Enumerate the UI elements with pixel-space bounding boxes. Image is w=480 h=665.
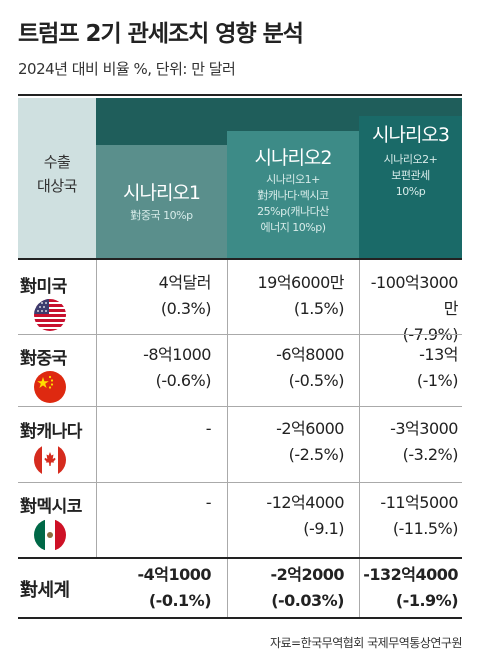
cell-percent: (-0.6%)	[155, 371, 212, 390]
row-label-canada: 對캐나다	[20, 422, 82, 442]
cell-value: -2억6000	[276, 419, 344, 438]
cell-china-s2: -6억8000 (-0.5%)	[231, 342, 344, 394]
cell-value: -13억	[419, 345, 458, 364]
cell-world-s1: -4억1000 (-0.1%)	[100, 562, 211, 614]
scenario3-desc-line: 시나리오2+	[383, 153, 438, 166]
cell-value: -11억5000	[380, 493, 458, 512]
scenario3-name: 시나리오3	[371, 124, 450, 146]
scenario3-desc: 시나리오2+ 보편관세 10%p	[359, 152, 462, 200]
header-row-label-cell: 수출 대상국	[18, 98, 96, 258]
row-divider	[18, 334, 462, 335]
scenario1-name: 시나리오1	[122, 182, 201, 204]
header-rule	[18, 258, 462, 260]
cell-percent: (-3.2%)	[402, 445, 459, 464]
header-label-line2: 대상국	[37, 177, 77, 195]
cell-value: -	[205, 419, 212, 438]
top-rule	[18, 94, 462, 96]
page-subtitle: 2024년 대비 비율 %, 단위: 만 달러	[18, 60, 236, 78]
scenario2-desc-line: 에너지 10%p)	[260, 221, 326, 234]
cell-percent: (-1.9%)	[395, 591, 459, 610]
cell-percent: (0.3%)	[160, 299, 212, 318]
cell-china-s3: -13억 (-1%)	[362, 342, 459, 394]
cell-mexico-s1: -	[100, 490, 212, 516]
cell-china-s1: -8억1000 (-0.6%)	[100, 342, 211, 394]
cell-mexico-s3: -11억5000 (-11.5%)	[362, 490, 458, 542]
header-label-line1: 수출	[43, 153, 71, 171]
total-rule	[18, 557, 462, 559]
cell-value: 4억달러	[158, 273, 212, 292]
scenario2-desc-line: 25%p(캐나다산	[257, 205, 329, 218]
cell-usa-s2: 19억6000만 (1.5%)	[231, 270, 344, 322]
china-flag-icon	[34, 371, 66, 403]
cell-usa-s1: 4억달러 (0.3%)	[100, 270, 212, 322]
cell-canada-s2: -2억6000 (-2.5%)	[231, 416, 344, 468]
cell-value: -6억8000	[276, 345, 344, 364]
scenario2-desc: 시나리오1+ 對캐나다·멕시코 25%p(캐나다산 에너지 10%p)	[227, 172, 359, 236]
scenario1-desc-line: 對중국 10%p	[130, 209, 193, 222]
cell-canada-s1: -	[100, 416, 212, 442]
scenario1-desc: 對중국 10%p	[96, 208, 227, 224]
vline-2	[227, 260, 228, 617]
cell-value: 19억6000만	[257, 273, 344, 292]
scenario3-desc-line: 10%p	[395, 185, 426, 198]
vline-3	[359, 260, 360, 617]
cell-percent: (-0.5%)	[288, 371, 345, 390]
cell-percent: (-0.1%)	[148, 591, 212, 610]
row-label-world: 對세계	[20, 580, 70, 601]
row-label-usa: 對미국	[20, 277, 67, 297]
row-label-china: 對중국	[20, 349, 67, 369]
row-divider	[18, 406, 462, 407]
scenario2-desc-line: 시나리오1+	[266, 173, 320, 186]
cell-percent: (-0.03%)	[271, 591, 344, 610]
row-label-mexico: 對멕시코	[20, 497, 82, 517]
cell-usa-s3: -100억3000만 (-7.9%)	[362, 270, 459, 348]
scenario2-header	[227, 131, 359, 258]
row-divider	[18, 482, 462, 483]
source-note: 자료=한국무역협회 국제무역통상연구원	[269, 636, 463, 650]
cell-world-s2: -2억2000 (-0.03%)	[231, 562, 344, 614]
scenario2-desc-line: 對캐나다·멕시코	[257, 189, 329, 202]
page-title: 트럼프 2기 관세조치 영향 분석	[18, 21, 304, 47]
cell-value: -2억2000	[270, 565, 344, 584]
cell-value: -3억3000	[390, 419, 458, 438]
vline-1	[96, 260, 97, 557]
canada-flag-icon	[34, 444, 66, 476]
cell-percent: (-9.1)	[303, 519, 344, 538]
scenario3-header	[359, 116, 462, 258]
mexico-flag-icon	[34, 519, 66, 551]
cell-percent: (-1%)	[416, 371, 459, 390]
bottom-rule	[18, 617, 462, 619]
cell-value: -4억1000	[137, 565, 211, 584]
scenario2-name: 시나리오2	[254, 147, 332, 169]
us-flag-icon	[34, 299, 66, 331]
cell-world-s3: -132억4000 (-1.9%)	[362, 562, 458, 614]
cell-percent: (-11.5%)	[392, 519, 459, 538]
cell-value: -8억1000	[143, 345, 211, 364]
cell-value: -	[205, 493, 212, 512]
cell-value: -12억4000	[266, 493, 344, 512]
scenario3-desc-line: 보편관세	[391, 169, 430, 182]
cell-canada-s3: -3억3000 (-3.2%)	[362, 416, 458, 468]
cell-percent: (-2.5%)	[288, 445, 345, 464]
cell-mexico-s2: -12억4000 (-9.1)	[231, 490, 344, 542]
cell-percent: (1.5%)	[293, 299, 345, 318]
scenario1-header	[96, 145, 227, 258]
cell-value: -100억3000만	[370, 273, 459, 318]
cell-value: -132억4000	[363, 565, 458, 584]
